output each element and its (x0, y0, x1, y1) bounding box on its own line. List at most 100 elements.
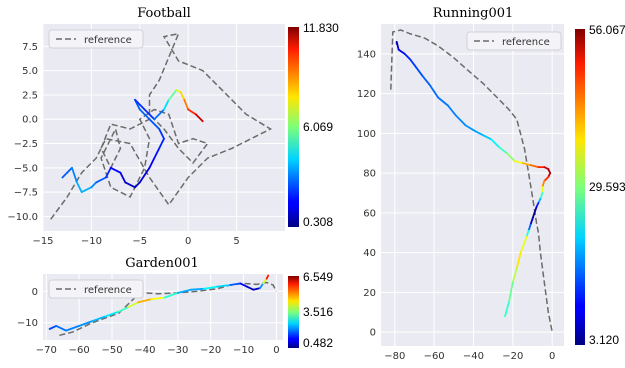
trajectory-segment (124, 181, 136, 189)
trajectory-segment (527, 223, 532, 232)
trajectory-segment (148, 118, 161, 130)
x-tick-label: −40 (463, 351, 484, 362)
trajectory-segment (134, 181, 141, 189)
reference-line (59, 281, 278, 337)
trajectory-segment (543, 176, 550, 182)
trajectory-segment (498, 146, 508, 155)
trajectory-segment (505, 152, 516, 163)
chart-football: −15 −10 −5 0 5 −10.0 −7.5 −5.0 −2.5 0.0 2.5 5.0 7.5 r… (7, 6, 339, 247)
x-tick-label: 0 (549, 351, 555, 362)
x-tick-label: −10 (233, 345, 254, 356)
y-tick-label: 0 (370, 328, 376, 339)
trajectory-segment (397, 48, 406, 55)
chart-title: Football (137, 6, 191, 21)
chart-title: Running001 (433, 6, 514, 21)
x-tick-label: −50 (101, 345, 122, 356)
trajectory-segment (541, 180, 546, 188)
trajectory-segment (464, 124, 477, 133)
trajectory-segment (153, 147, 161, 160)
trajectory-segment (539, 192, 544, 200)
trajectory-segment (194, 113, 204, 123)
trajectory-segment (148, 157, 156, 169)
chart-running001: −80 −60 −40 −20 0 0 20 40 60 80 100 120 140 reference… (357, 6, 625, 362)
y-tick-label: −10.0 (7, 212, 38, 223)
y-tick-label: −5.0 (14, 163, 38, 174)
trajectory-segment (415, 66, 424, 77)
trajectory-segment (119, 171, 127, 184)
y-tick-label: 40 (363, 248, 376, 259)
x-tick-label: −60 (424, 351, 445, 362)
trajectory-segment (395, 41, 400, 51)
trajectory-segment (421, 74, 432, 87)
chart-garden001: −70 −60 −50 −40 −30 −20 −10 0 −10 0 reference Garde… (17, 256, 333, 356)
y-tick-label: 140 (357, 49, 376, 60)
colorbar-tick-label: 56.067 (589, 23, 625, 37)
trajectory-segment (127, 301, 140, 308)
colorbar (288, 27, 299, 227)
trajectory-segment (529, 217, 534, 226)
trajectory-segment (71, 166, 78, 184)
trajectory-segment (95, 176, 107, 184)
trajectory-segment (163, 291, 179, 299)
reference-line (390, 29, 553, 333)
colorbar (575, 29, 585, 345)
colorbar-tick-label: 0.482 (303, 336, 333, 350)
trajectory-segment (262, 277, 268, 285)
trajectory-segment (90, 181, 98, 189)
trajectory-segment (529, 164, 540, 169)
y-tick-label: 100 (357, 129, 376, 140)
y-tick-label: 7.5 (22, 42, 38, 53)
data-layer (48, 274, 278, 337)
trajectory-segment (137, 298, 153, 304)
trajectory-segment (507, 281, 514, 304)
colorbar-tick-label: 29.593 (589, 180, 625, 194)
x-tick-label: 5 (233, 236, 239, 247)
trajectory-segment (515, 251, 522, 270)
trajectory-segment (105, 166, 112, 179)
legend-box (48, 279, 144, 299)
trajectory-segment (409, 58, 418, 69)
colorbar-tick-label: 6.069 (303, 120, 333, 134)
trajectory-segment (134, 98, 146, 111)
trajectory-segment (265, 274, 270, 280)
chart-title: Garden001 (125, 256, 199, 271)
plot-area (381, 24, 564, 346)
x-tick-label: −20 (200, 345, 221, 356)
trajectory-segment (525, 229, 530, 238)
y-tick-label: 2.5 (22, 90, 38, 101)
trajectory-segment (454, 114, 467, 127)
trajectory-segment (61, 166, 73, 179)
trajectory-segment (437, 96, 449, 107)
trajectory-segment (163, 98, 170, 111)
trajectory-segment (229, 282, 242, 286)
legend-label: reference (84, 285, 132, 296)
x-tick-label: −70 (36, 345, 57, 356)
trajectory-segment (76, 181, 83, 194)
trajectory-segment (482, 134, 493, 141)
y-tick-label: −10 (17, 318, 38, 329)
trajectory-segment (143, 108, 156, 121)
trajectory-segment (55, 324, 67, 332)
y-tick-label: −2.5 (14, 139, 38, 150)
colorbar-tick-label: 3.516 (303, 305, 333, 319)
x-tick-label: −15 (32, 236, 53, 247)
legend-label: reference (502, 37, 550, 48)
trajectory-segment (187, 108, 197, 116)
trajectory-segment (80, 186, 93, 194)
trajectory-segment (158, 137, 165, 150)
colorbar-tick-label: 0.308 (303, 215, 333, 229)
trajectory-segment (533, 205, 538, 214)
x-tick-label: −60 (69, 345, 90, 356)
y-tick-label: 120 (357, 89, 376, 100)
trajectory-segment (117, 306, 130, 313)
trajectory-segment (259, 282, 265, 290)
y-tick-label: 0 (32, 287, 38, 298)
trajectory-segment (179, 91, 186, 101)
y-tick-label: 20 (363, 288, 376, 299)
trajectory-segment (158, 128, 165, 140)
trajectory-segment (138, 108, 151, 121)
legend-box (466, 31, 562, 51)
data-layer (50, 32, 273, 220)
trajectory-segment (78, 320, 94, 327)
